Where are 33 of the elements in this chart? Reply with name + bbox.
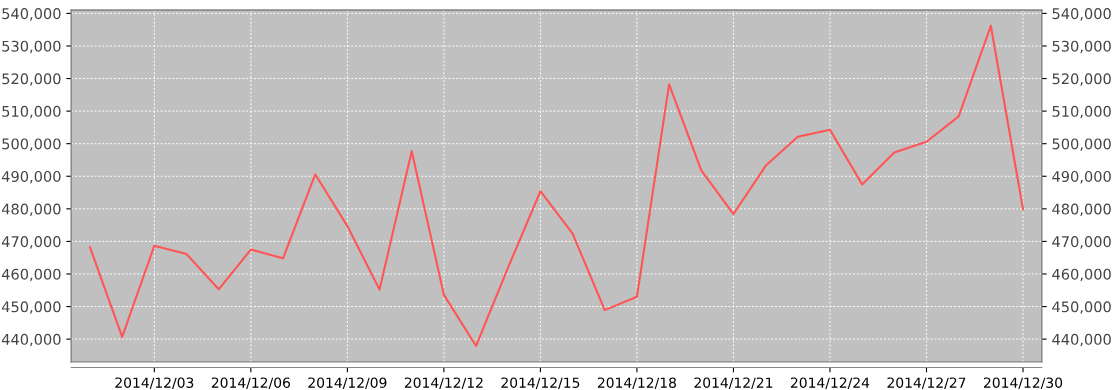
y2-tick-label: 500,000 xyxy=(1052,138,1111,151)
x-tick-label: 2014/12/18 xyxy=(597,377,677,390)
y2-tick-label: 490,000 xyxy=(1052,170,1111,184)
x-tick-label: 2014/12/21 xyxy=(694,377,773,390)
y-tick-label: 500,000 xyxy=(2,138,61,151)
y2-tick-label: 440,000 xyxy=(1052,333,1111,347)
x-tick-label: 2014/12/30 xyxy=(983,377,1063,390)
x-tick-label: 2014/12/06 xyxy=(211,377,291,390)
y2-tick-label: 520,000 xyxy=(1052,73,1111,86)
y2-tick-label: 510,000 xyxy=(1052,105,1111,119)
x-tick-label: 2014/12/09 xyxy=(308,377,387,390)
x-tick-label: 2014/12/12 xyxy=(404,377,483,390)
y2-tick-label: 480,000 xyxy=(1052,203,1111,217)
y-tick-label: 490,000 xyxy=(1,170,61,184)
y-tick-label: 450,000 xyxy=(1,301,61,314)
y2-tick-label: 450,000 xyxy=(1052,301,1111,314)
x-tick-label: 2014/12/03 xyxy=(115,377,194,390)
y-tick-label: 530,000 xyxy=(2,40,61,54)
y-tick-label: 540,000 xyxy=(2,8,61,21)
y2-tick-label: 460,000 xyxy=(1052,268,1111,282)
y-tick-label: 460,000 xyxy=(1,268,61,282)
y-tick-label: 470,000 xyxy=(1,236,61,249)
y-tick-label: 480,000 xyxy=(1,203,61,217)
y2-tick-label: 470,000 xyxy=(1052,236,1111,249)
y-tick-label: 440,000 xyxy=(1,333,61,347)
x-tick-label: 2014/12/24 xyxy=(790,377,870,390)
y2-tick-label: 530,000 xyxy=(1052,40,1111,54)
y-tick-label: 520,000 xyxy=(2,73,61,86)
x-tick-label: 2014/12/15 xyxy=(501,377,580,390)
line-series xyxy=(88,24,1025,347)
y-tick-label: 510,000 xyxy=(2,105,61,119)
y2-tick-label: 540,000 xyxy=(1052,8,1111,21)
x-tick-label: 2014/12/27 xyxy=(887,377,966,390)
